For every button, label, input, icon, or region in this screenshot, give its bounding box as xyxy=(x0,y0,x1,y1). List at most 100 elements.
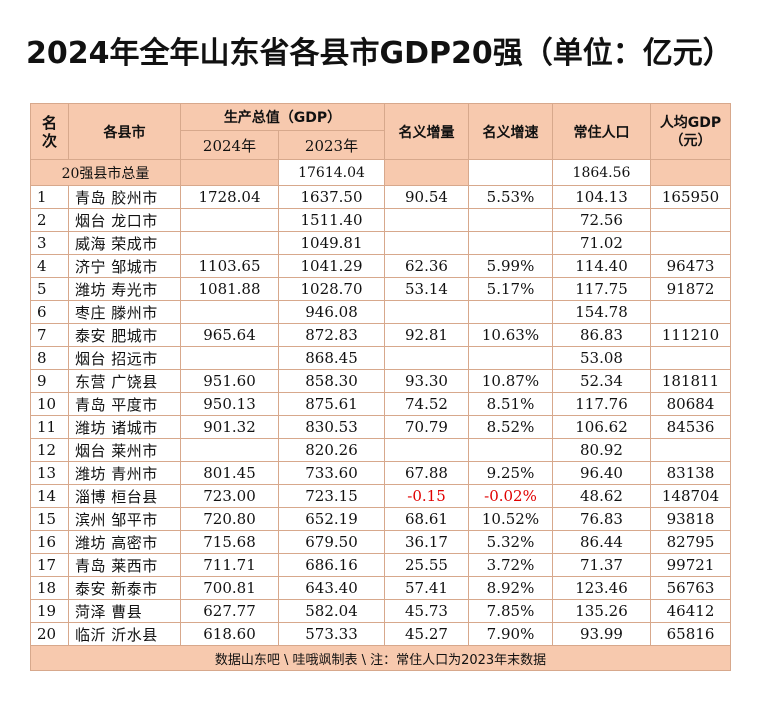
cell-gdp-2024: 965.64 xyxy=(180,323,279,347)
cell-nominal-growth xyxy=(468,346,553,370)
cell-city: 滨州 邹平市 xyxy=(68,507,181,531)
total-row: 20强县市总量 17614.04 1864.56 xyxy=(30,159,731,186)
cell-nominal-growth: 7.90% xyxy=(468,622,553,646)
cell-rank: 19 xyxy=(30,599,69,623)
table-row: 5 潍坊 寿光市 1081.88 1028.70 53.14 5.17% 117.75 918… xyxy=(30,277,731,301)
cell-rank: 11 xyxy=(30,415,69,439)
cell-city: 青岛 胶州市 xyxy=(68,185,181,209)
cell-gdp-2023: 872.83 xyxy=(278,323,385,347)
cell-nominal-increase xyxy=(384,208,469,232)
cell-population: 53.08 xyxy=(552,346,651,370)
cell-nominal-increase: 70.79 xyxy=(384,415,469,439)
table-row: 15 滨州 邹平市 720.80 652.19 68.61 10.52% 76.83 9381… xyxy=(30,507,731,531)
cell-nominal-increase: 57.41 xyxy=(384,576,469,600)
cell-city: 潍坊 诸城市 xyxy=(68,415,181,439)
cell-population: 114.40 xyxy=(552,254,651,278)
cell-gdp-2023: 643.40 xyxy=(278,576,385,600)
table-row: 1 青岛 胶州市 1728.04 1637.50 90.54 5.53% 104.13 165… xyxy=(30,185,731,209)
cell-city: 淄博 桓台县 xyxy=(68,484,181,508)
table-row: 11 潍坊 诸城市 901.32 830.53 70.79 8.52% 106.62 8453… xyxy=(30,415,731,439)
total-label: 20强县市总量 xyxy=(30,159,181,186)
cell-rank: 16 xyxy=(30,530,69,554)
cell-rank: 3 xyxy=(30,231,69,255)
cell-gdp-2024 xyxy=(180,438,279,462)
cell-nominal-growth: 7.85% xyxy=(468,599,553,623)
header-city: 各县市 xyxy=(68,103,181,160)
cell-nominal-growth: 8.52% xyxy=(468,415,553,439)
table-row: 9 东营 广饶县 951.60 858.30 93.30 10.87% 52.34 18181… xyxy=(30,369,731,393)
cell-nominal-growth: 5.32% xyxy=(468,530,553,554)
header-nominal-increase: 名义增量 xyxy=(384,103,469,160)
table-row: 19 菏泽 曹县 627.77 582.04 45.73 7.85% 135.26 46412 xyxy=(30,599,731,623)
total-increase xyxy=(384,159,469,186)
total-2024 xyxy=(180,159,279,186)
cell-rank: 2 xyxy=(30,208,69,232)
cell-city: 枣庄 滕州市 xyxy=(68,300,181,324)
cell-city: 烟台 招远市 xyxy=(68,346,181,370)
cell-nominal-growth: 5.17% xyxy=(468,277,553,301)
cell-per-capita: 91872 xyxy=(650,277,731,301)
cell-gdp-2023: 868.45 xyxy=(278,346,385,370)
total-2023: 17614.04 xyxy=(278,159,385,186)
cell-rank: 6 xyxy=(30,300,69,324)
cell-city: 青岛 莱西市 xyxy=(68,553,181,577)
cell-gdp-2024: 951.60 xyxy=(180,369,279,393)
cell-nominal-increase: 93.30 xyxy=(384,369,469,393)
cell-nominal-increase: 45.27 xyxy=(384,622,469,646)
cell-gdp-2024: 720.80 xyxy=(180,507,279,531)
cell-city: 菏泽 曹县 xyxy=(68,599,181,623)
cell-per-capita xyxy=(650,231,731,255)
cell-gdp-2024: 723.00 xyxy=(180,484,279,508)
cell-gdp-2024: 711.71 xyxy=(180,553,279,577)
table-row: 18 泰安 新泰市 700.81 643.40 57.41 8.92% 123.46 5676… xyxy=(30,576,731,600)
cell-per-capita: 93818 xyxy=(650,507,731,531)
cell-nominal-growth: 10.87% xyxy=(468,369,553,393)
cell-per-capita: 96473 xyxy=(650,254,731,278)
cell-gdp-2024: 627.77 xyxy=(180,599,279,623)
cell-gdp-2024: 901.32 xyxy=(180,415,279,439)
cell-population: 135.26 xyxy=(552,599,651,623)
cell-gdp-2023: 582.04 xyxy=(278,599,385,623)
cell-rank: 5 xyxy=(30,277,69,301)
cell-gdp-2024: 618.60 xyxy=(180,622,279,646)
header-gdp-group: 生产总值（GDP） xyxy=(180,103,385,131)
cell-gdp-2023: 820.26 xyxy=(278,438,385,462)
cell-per-capita: 111210 xyxy=(650,323,731,347)
cell-city: 潍坊 寿光市 xyxy=(68,277,181,301)
table-row: 14 淄博 桓台县 723.00 723.15 -0.15 -0.02% 48.62 1487… xyxy=(30,484,731,508)
cell-population: 123.46 xyxy=(552,576,651,600)
cell-city: 潍坊 青州市 xyxy=(68,461,181,485)
cell-rank: 15 xyxy=(30,507,69,531)
cell-gdp-2023: 875.61 xyxy=(278,392,385,416)
cell-rank: 17 xyxy=(30,553,69,577)
cell-per-capita: 181811 xyxy=(650,369,731,393)
cell-nominal-increase xyxy=(384,231,469,255)
cell-per-capita: 46412 xyxy=(650,599,731,623)
cell-population: 76.83 xyxy=(552,507,651,531)
cell-per-capita: 80684 xyxy=(650,392,731,416)
table-row: 17 青岛 莱西市 711.71 686.16 25.55 3.72% 71.37 99721 xyxy=(30,553,731,577)
cell-per-capita xyxy=(650,438,731,462)
cell-gdp-2023: 723.15 xyxy=(278,484,385,508)
cell-nominal-growth: 5.99% xyxy=(468,254,553,278)
cell-population: 72.56 xyxy=(552,208,651,232)
header-per-capita: 人均GDP （元） xyxy=(650,103,731,160)
cell-gdp-2023: 679.50 xyxy=(278,530,385,554)
header-2024: 2024年 xyxy=(180,130,279,160)
cell-per-capita xyxy=(650,300,731,324)
header-rank-text: 名次 xyxy=(41,113,57,150)
header-rank: 名次 xyxy=(30,103,69,160)
cell-city: 济宁 邹城市 xyxy=(68,254,181,278)
cell-nominal-increase: 92.81 xyxy=(384,323,469,347)
total-per-capita xyxy=(650,159,731,186)
cell-nominal-growth: -0.02% xyxy=(468,484,553,508)
cell-city: 威海 荣成市 xyxy=(68,231,181,255)
cell-gdp-2023: 1041.29 xyxy=(278,254,385,278)
cell-nominal-growth xyxy=(468,300,553,324)
table-row: 12 烟台 莱州市 820.26 80.92 xyxy=(30,438,731,462)
cell-population: 80.92 xyxy=(552,438,651,462)
table-row: 16 潍坊 高密市 715.68 679.50 36.17 5.32% 86.44 82795 xyxy=(30,530,731,554)
cell-city: 烟台 莱州市 xyxy=(68,438,181,462)
cell-nominal-increase: 68.61 xyxy=(384,507,469,531)
page-title: 2024年全年山东省各县市GDP20强（单位：亿元） xyxy=(26,36,733,71)
